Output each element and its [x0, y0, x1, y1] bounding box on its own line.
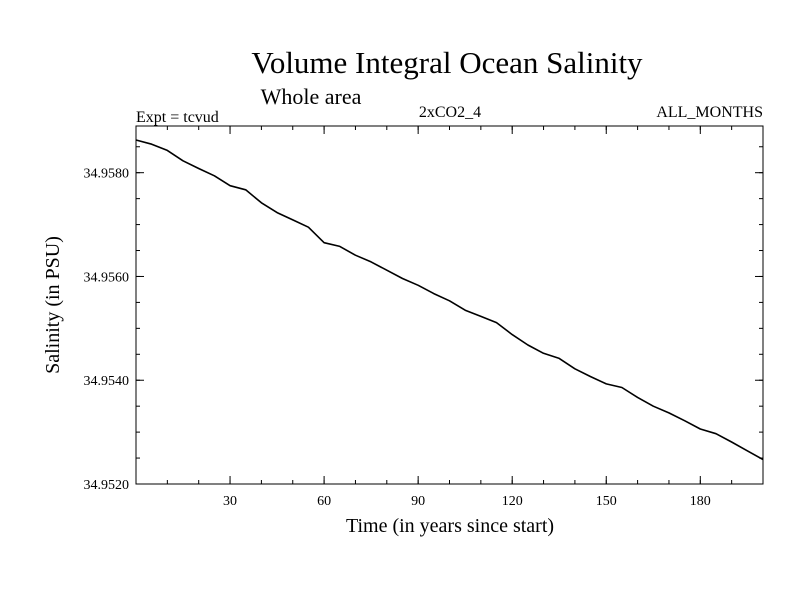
x-tick-label: 120 — [502, 494, 523, 509]
salinity-series-line — [135, 139, 764, 461]
x-tick-label: 30 — [223, 494, 237, 509]
y-axis-label: Salinity (in PSU) — [42, 236, 64, 374]
y-tick-label: 34.9540 — [84, 374, 130, 389]
chart-title: Volume Integral Ocean Salinity — [251, 45, 643, 80]
y-tick-label: 34.9560 — [84, 270, 130, 285]
y-tick-label: 34.9580 — [84, 167, 130, 182]
experiment-label: Expt = tcvud — [136, 109, 219, 126]
months-label: ALL_MONTHS — [656, 104, 763, 121]
chart-subtitle: Whole area — [261, 84, 362, 109]
x-axis-label: Time (in years since start) — [346, 515, 554, 537]
x-axis-ticks: 30 60 90 120 150 180 — [223, 126, 711, 509]
x-tick-label: 60 — [317, 494, 331, 509]
x-tick-label: 90 — [411, 494, 425, 509]
scenario-label: 2xCO2_4 — [419, 104, 481, 121]
series-layer — [135, 139, 764, 461]
x-tick-label: 150 — [596, 494, 617, 509]
y-tick-label: 34.9520 — [84, 478, 130, 493]
y-axis-ticks: 34.9520 34.9540 34.9560 34.9580 — [84, 167, 763, 493]
x-tick-label: 180 — [690, 494, 711, 509]
